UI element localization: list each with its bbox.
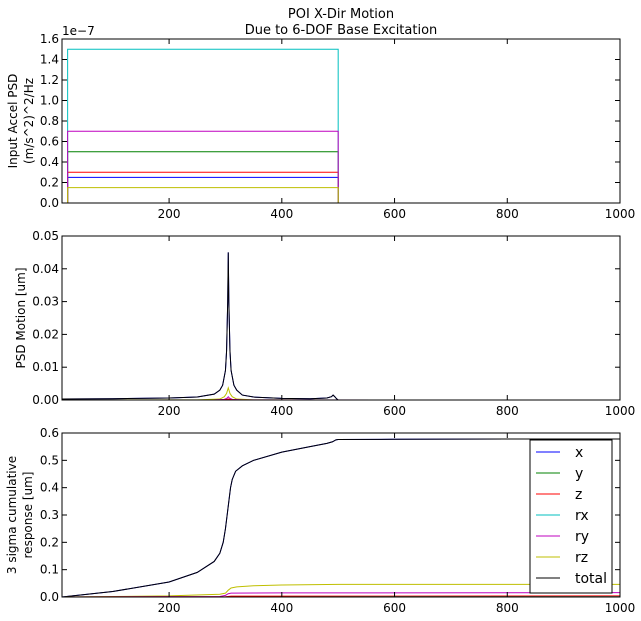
input-psd-ytick-label: 1.4 (40, 53, 59, 67)
input-psd-ytick-label: 1.2 (40, 73, 59, 87)
cumulative-xtick-label: 800 (496, 601, 519, 615)
panel-input-psd-ylabel-line1: Input Accel PSD (6, 74, 20, 169)
psd-motion-xtick-label: 1000 (605, 404, 636, 418)
panel-input-psd-offset-text: 1e−7 (62, 24, 95, 38)
psd-motion-series-x (62, 252, 620, 400)
legend-label-z: z (575, 487, 582, 503)
cumulative-ytick-label: 0.2 (40, 535, 59, 549)
input-psd-ytick-label: 0.8 (40, 114, 59, 128)
input-psd-ytick-label: 0.6 (40, 135, 59, 149)
panel-cumulative-ylabel-line2: response [um] (21, 472, 35, 559)
psd-motion-xtick-label: 800 (496, 404, 519, 418)
psd-motion-series-total (62, 252, 620, 400)
cumulative-xtick-label: 600 (383, 601, 406, 615)
figure-title-line1: POI X-Dir Motion (288, 7, 394, 22)
legend: xyz rx ry rz total (529, 439, 613, 594)
panel-input-psd-series (62, 48, 620, 203)
cumulative-series-total (62, 438, 620, 597)
panel-psd-motion-series (62, 252, 620, 400)
cumulative-xtick-label: 200 (158, 601, 181, 615)
cumulative-xtick-label: 400 (270, 601, 293, 615)
input-psd-xtick-label: 800 (496, 207, 519, 221)
cumulative-ytick-label: 0.1 (40, 563, 59, 577)
panel-psd-motion-ylabel: PSD Motion [um] (14, 267, 28, 368)
legend-label-ry: ry (575, 529, 589, 545)
cumulative-ytick-label: 0.4 (40, 481, 59, 495)
input-psd-ytick-label: 0.0 (40, 196, 59, 210)
input-psd-xtick-label: 600 (383, 207, 406, 221)
panel-input-psd-axes: 200 400 600 800 1000 0.0 0.2 0.4 0.6 0.8 1.0 1.2 1.4… (40, 32, 635, 221)
legend-frame (529, 439, 613, 594)
legend-label-rx: rx (575, 508, 589, 524)
panel-psd-motion-frame (61, 235, 621, 401)
panel-cumulative-ylabel-line1: 3 sigma cumulative (5, 456, 19, 574)
legend-label-x: x (575, 445, 583, 461)
psd-motion-ytick-label: 0.03 (32, 295, 59, 309)
cumulative-ytick-label: 0.6 (40, 426, 59, 440)
panel-psd-motion: 200 400 600 800 1000 0.00 0.01 0.02 0.03 0.04 0.05… (14, 229, 635, 418)
input-psd-ytick-label: 1.6 (40, 32, 59, 46)
input-psd-series-rz (62, 187, 620, 203)
input-psd-ytick-label: 0.4 (40, 155, 59, 169)
legend-label-y: y (575, 466, 583, 482)
psd-motion-ytick-label: 0.04 (32, 262, 59, 276)
psd-motion-ytick-label: 0.01 (32, 360, 59, 374)
cumulative-xtick-label: 1000 (605, 601, 636, 615)
psd-motion-xtick-label: 600 (383, 404, 406, 418)
input-psd-ytick-label: 1.0 (40, 94, 59, 108)
panel-psd-motion-axes: 200 400 600 800 1000 0.00 0.01 0.02 0.03 0.04 0.05 (32, 229, 635, 418)
input-psd-series-y (62, 151, 620, 203)
input-psd-series-x (62, 176, 620, 203)
input-psd-xtick-label: 400 (270, 207, 293, 221)
cumulative-ytick-label: 0.3 (40, 508, 59, 522)
panel-cumulative-axes: 200 400 600 800 1000 0.0 0.1 0.2 0.3 0.4 0.5 0.6 (40, 426, 635, 615)
panel-cumulative: 200 400 600 800 1000 0.0 0.1 0.2 0.3 0.4 0.5 0.6 3 … (5, 426, 635, 615)
input-psd-series-ry (62, 130, 620, 203)
psd-motion-ytick-label: 0.00 (32, 393, 59, 407)
panel-input-psd-ylabel-line2: (m/s^2)^2/Hz (22, 78, 36, 164)
psd-motion-ytick-label: 0.02 (32, 327, 59, 341)
legend-label-rz: rz (575, 550, 588, 566)
input-psd-series-rx (62, 48, 620, 203)
psd-motion-xtick-label: 200 (158, 404, 181, 418)
input-psd-xtick-label: 200 (158, 207, 181, 221)
psd-motion-xtick-label: 400 (270, 404, 293, 418)
cumulative-series-rz (62, 583, 620, 597)
input-psd-ytick-label: 0.2 (40, 176, 59, 190)
input-psd-xtick-label: 1000 (605, 207, 636, 221)
figure-title-line2: Due to 6-DOF Base Excitation (245, 23, 438, 38)
cumulative-ytick-label: 0.0 (40, 590, 59, 604)
panel-input-psd: 200 400 600 800 1000 0.0 0.2 0.4 0.6 0.8 1.0 1.2 1.4… (6, 24, 635, 221)
psd-motion-ytick-label: 0.05 (32, 229, 59, 243)
cumulative-ytick-label: 0.5 (40, 453, 59, 467)
panel-input-psd-frame (61, 38, 621, 204)
legend-label-total: total (575, 571, 607, 587)
input-psd-series-z (62, 171, 620, 203)
